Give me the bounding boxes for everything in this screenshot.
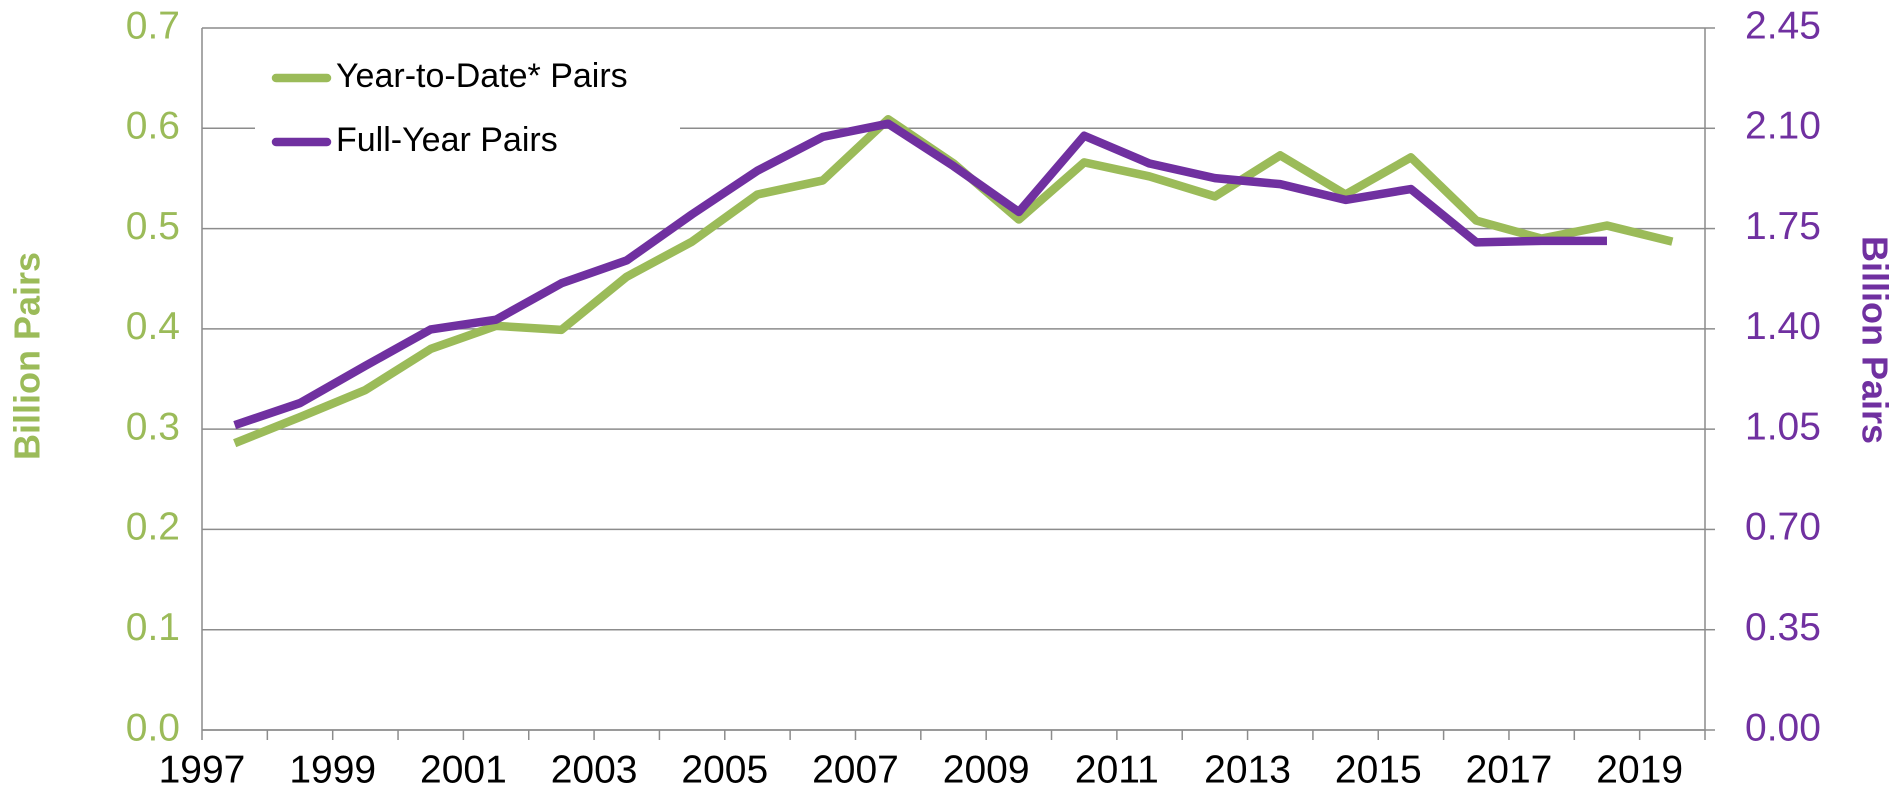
- y2-axis-label: Billion Pairs: [1854, 236, 1895, 444]
- x-tick-label: 2003: [551, 748, 638, 791]
- x-tick-label: 2009: [943, 748, 1030, 791]
- y-tick-label: 0.6: [126, 105, 180, 148]
- x-tick-label: 2015: [1335, 748, 1422, 791]
- x-tick-label: 2007: [812, 748, 899, 791]
- y2-tick-label: 1.75: [1745, 205, 1821, 248]
- y-axis-label: Billion Pairs: [7, 252, 48, 460]
- x-tick-label: 2017: [1466, 748, 1553, 791]
- y-tick-label: 0.4: [126, 305, 180, 348]
- y-tick-label: 0.7: [126, 4, 180, 47]
- legend-box: [255, 50, 680, 175]
- x-tick-label: 1997: [159, 748, 246, 791]
- series-line: [233, 119, 1607, 430]
- y2-tick-label: 0.35: [1745, 606, 1821, 649]
- x-tick-label: 2019: [1596, 748, 1683, 791]
- y-tick-label: 0.3: [126, 405, 180, 448]
- x-tick-label: 2001: [420, 748, 507, 791]
- y2-tick-label: 1.40: [1745, 305, 1821, 348]
- y2-tick-label: 0.70: [1745, 506, 1821, 549]
- legend-label: Full-Year Pairs: [336, 121, 558, 159]
- y-tick-label: 0.1: [126, 606, 180, 649]
- y-tick-label: 0.5: [126, 205, 180, 248]
- y2-tick-label: 2.10: [1745, 105, 1821, 148]
- x-tick-label: 2013: [1204, 748, 1291, 791]
- x-tick-label: 1999: [289, 748, 376, 791]
- y2-tick-label: 0.00: [1745, 706, 1821, 749]
- y-tick-label: 0.0: [126, 706, 180, 749]
- x-tick-label: 2011: [1075, 748, 1159, 791]
- legend-label: Year-to-Date* Pairs: [336, 57, 628, 95]
- y2-tick-label: 2.45: [1745, 4, 1821, 47]
- y-tick-label: 0.2: [126, 506, 180, 549]
- x-tick-label: 2005: [681, 748, 768, 791]
- y2-tick-label: 1.05: [1745, 405, 1821, 448]
